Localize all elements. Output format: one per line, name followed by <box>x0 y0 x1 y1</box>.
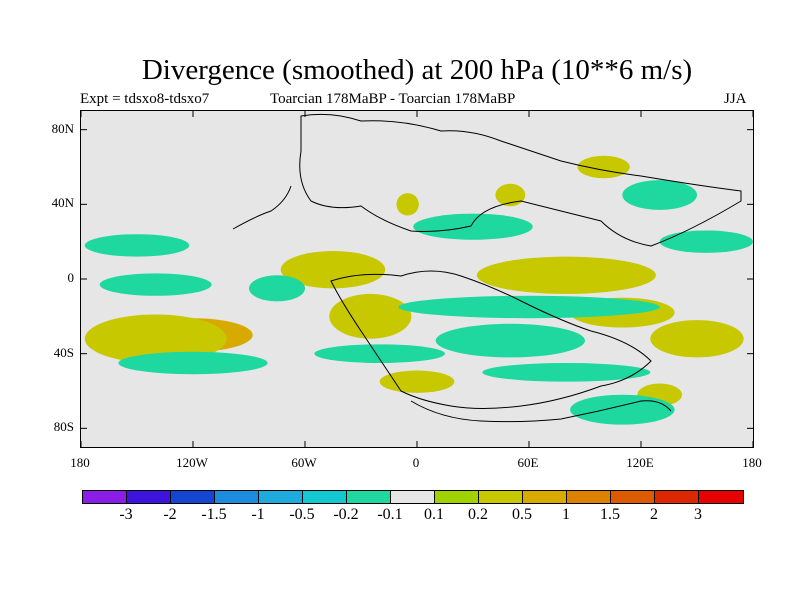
colorbar-swatch-9 <box>479 491 523 503</box>
divergence-region-11 <box>396 193 419 216</box>
convergence-region-17 <box>99 273 212 296</box>
x-tick-label-0: 180 <box>70 455 90 470</box>
colorbar-label-3: -1 <box>251 506 265 523</box>
colorbar-label-6: -0.1 <box>377 506 403 523</box>
x-tick-label-2: 60W <box>291 455 317 470</box>
colorbar-swatch-3 <box>215 491 259 503</box>
colorbar <box>82 490 744 504</box>
convergence-region-22 <box>622 180 698 210</box>
divergence-region-7 <box>476 256 656 294</box>
divergence-region-1 <box>84 314 227 363</box>
colorbar-swatch-1 <box>127 491 171 503</box>
divergence-region-13 <box>379 370 455 393</box>
colorbar-label-5: -0.2 <box>333 506 359 523</box>
colorbar-swatch-4 <box>259 491 303 503</box>
y-tick-label-2: 0 <box>67 270 75 285</box>
colorbar-swatch-13 <box>655 491 699 503</box>
colorbar-label-9: 0.5 <box>512 506 532 523</box>
colorbar-label-12: 2 <box>650 506 658 523</box>
experiment-label: Expt = tdsxo8-tdsxo7 <box>80 91 210 107</box>
colorbar-swatch-7 <box>391 491 435 503</box>
convergence-region-20 <box>435 323 585 358</box>
colorbar-label-4: -0.5 <box>289 506 315 523</box>
convergence-region-21 <box>249 275 305 302</box>
divergence-region-5 <box>329 293 412 339</box>
convergence-region-25 <box>570 394 675 425</box>
divergence-region-10 <box>495 183 526 207</box>
coastline-southern-landmass <box>330 270 652 409</box>
convergence-region-23 <box>659 230 753 253</box>
x-tick-label-3: 0 <box>412 455 420 470</box>
y-tick-label-1: 40N <box>51 195 74 211</box>
season-label: JJA <box>724 91 747 107</box>
chart-title: Divergence (smoothed) at 200 hPa (10**6 … <box>141 54 693 86</box>
colorbar-swatch-8 <box>435 491 479 503</box>
coastline-antarctic-landmass <box>410 400 672 423</box>
divergence-map <box>81 111 753 447</box>
x-tick-label-5: 120E <box>626 455 654 470</box>
coastline-western-margin <box>232 185 292 230</box>
colorbar-swatch-0 <box>83 491 127 503</box>
colorbar-swatch-6 <box>347 491 391 503</box>
colorbar-swatch-11 <box>567 491 611 503</box>
colorbar-swatch-10 <box>523 491 567 503</box>
convergence-region-18 <box>398 295 660 319</box>
colorbar-label-1: -2 <box>163 506 177 523</box>
y-tick-label-4: 80S <box>53 419 74 435</box>
convergence-region-24 <box>118 351 268 375</box>
colorbar-swatch-14 <box>699 491 743 503</box>
colorbar-label-11: 1.5 <box>600 506 620 523</box>
colorbar-label-2: -1.5 <box>201 506 227 523</box>
divergence-region-3 <box>280 251 386 289</box>
convergence-region-26 <box>482 363 651 382</box>
colorbar-label-0: -3 <box>119 506 133 523</box>
y-tick-label-0: 80N <box>51 120 74 136</box>
colorbar-label-8: 0.2 <box>468 506 488 523</box>
convergence-region-16 <box>84 234 190 257</box>
colorbar-label-10: 1 <box>562 506 570 523</box>
x-tick-label-6: 180 <box>742 455 762 470</box>
convergence-region-15 <box>413 213 533 240</box>
colorbar-swatch-2 <box>171 491 215 503</box>
convergence-region-27 <box>314 344 445 363</box>
colorbar-swatch-12 <box>611 491 655 503</box>
y-tick-label-3: 40S <box>53 344 74 360</box>
coastline-northern-landmass <box>299 113 742 247</box>
period-label: Toarcian 178MaBP - Toarcian 178MaBP <box>270 91 516 107</box>
x-tick-label-1: 120W <box>176 455 208 470</box>
divergence-region-8 <box>650 320 744 358</box>
colorbar-label-7: 0.1 <box>424 506 444 523</box>
colorbar-label-13: 3 <box>694 506 702 523</box>
colorbar-swatch-5 <box>303 491 347 503</box>
x-tick-label-4: 60E <box>517 455 539 470</box>
map-panel <box>80 110 754 448</box>
